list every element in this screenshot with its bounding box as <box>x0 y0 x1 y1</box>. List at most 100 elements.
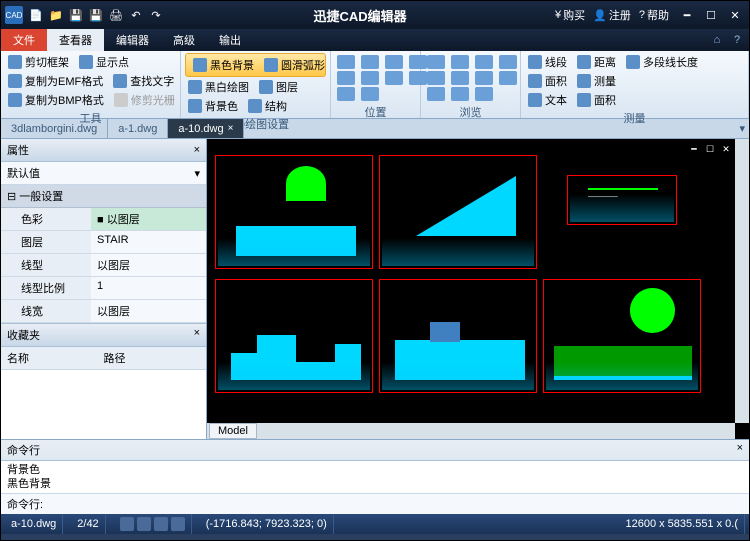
ribbon-group-pos-label: 位置 <box>335 103 416 120</box>
pos-icon-8[interactable] <box>385 71 403 85</box>
prop-row-color[interactable]: 色彩■ 以图层 <box>1 208 206 231</box>
props-close-icon[interactable]: × <box>194 144 200 156</box>
register-button[interactable]: 👤 注册 <box>593 7 631 23</box>
view-icon-7[interactable] <box>475 55 493 69</box>
view-icon-4[interactable] <box>451 55 469 69</box>
cad-smootharc[interactable]: 圆滑弧形 <box>261 56 328 74</box>
cmdline-title: 命令行 <box>7 442 40 458</box>
cad-layers[interactable]: 图层 <box>256 78 301 96</box>
pos-icon-2[interactable] <box>337 71 355 85</box>
pos-icon-5[interactable] <box>361 71 379 85</box>
qat-open-icon[interactable]: 📁 <box>47 6 65 24</box>
status-icon-2[interactable] <box>137 517 151 531</box>
props-section-general[interactable]: ⊟ 一般设置 <box>1 185 206 208</box>
cad-bgcolor[interactable]: 背景色 <box>185 97 241 115</box>
doc-tab-1[interactable]: a-1.dwg <box>108 119 168 138</box>
measure-area[interactable]: 面积 <box>525 72 570 90</box>
view-icon-3[interactable] <box>427 87 445 101</box>
view-icon-6[interactable] <box>451 87 469 101</box>
prop-row-linetype[interactable]: 线型以图层 <box>1 254 206 277</box>
measure-text[interactable]: 文本 <box>525 91 570 109</box>
doc-tab-0[interactable]: 3dlamborgini.dwg <box>1 119 108 138</box>
canvas-max-icon[interactable]: ☐ <box>703 143 717 155</box>
view-icon-2[interactable] <box>427 71 445 85</box>
status-icon-4[interactable] <box>171 517 185 531</box>
pos-icon-1[interactable] <box>337 55 355 69</box>
measure-polylen[interactable]: 多段线长度 <box>623 53 701 71</box>
menubar-help-icon[interactable]: ? <box>729 34 745 46</box>
pos-icon-7[interactable] <box>385 55 403 69</box>
doc-tab-2[interactable]: a-10.dwg× <box>168 119 244 138</box>
prop-row-linewidth[interactable]: 线宽以图层 <box>1 300 206 323</box>
view-icon-10[interactable] <box>499 55 517 69</box>
menu-advanced[interactable]: 高级 <box>161 29 207 51</box>
props-dropdown-icon[interactable]: ▾ <box>194 167 200 180</box>
cad-blackbg[interactable]: 黑色背景 <box>190 56 257 74</box>
view-icon-9[interactable] <box>475 87 493 101</box>
tool-showpoint[interactable]: 显示点 <box>76 53 132 71</box>
cad-bwdraw[interactable]: 黑白绘图 <box>185 78 252 96</box>
measure-measure[interactable]: 测量 <box>574 72 619 90</box>
qat-new-icon[interactable]: 📄 <box>27 6 45 24</box>
status-icon-3[interactable] <box>154 517 168 531</box>
prop-row-linescale[interactable]: 线型比例1 <box>1 277 206 300</box>
minimize-button[interactable]: ━ <box>677 6 697 24</box>
buy-button[interactable]: ¥ 购买 <box>555 7 585 23</box>
tool-copyemf[interactable]: 复制为EMF格式 <box>5 72 106 90</box>
pos-icon-3[interactable] <box>337 87 355 101</box>
view-icon-1[interactable] <box>427 55 445 69</box>
props-title: 属性 <box>7 142 29 158</box>
canvas-scrollbar-v[interactable] <box>735 139 749 423</box>
measure-line[interactable]: 线段 <box>525 53 570 71</box>
maximize-button[interactable]: ☐ <box>701 6 721 24</box>
menu-output[interactable]: 输出 <box>207 29 253 51</box>
status-coords: (-1716.843; 7923.323; 0) <box>200 514 334 534</box>
close-tab-icon[interactable]: × <box>228 123 234 134</box>
menu-file[interactable]: 文件 <box>1 29 47 51</box>
fav-col-name: 名称 <box>7 350 104 366</box>
tool-findtext[interactable]: 查找文字 <box>110 72 177 90</box>
canvas-min-icon[interactable]: ━ <box>687 143 701 155</box>
pos-icon-4[interactable] <box>361 55 379 69</box>
qat-undo-icon[interactable]: ↶ <box>127 6 145 24</box>
tool-copybmp[interactable]: 复制为BMP格式 <box>5 91 107 109</box>
qat-saveall-icon[interactable]: 💾 <box>87 6 105 24</box>
props-default-label: 默认值 <box>7 165 40 181</box>
cad-structure[interactable]: 结构 <box>245 97 290 115</box>
drawing-canvas[interactable]: ━ ☐ ✕ ────── Model <box>207 139 749 439</box>
measure-area2[interactable]: 面积 <box>574 91 619 109</box>
status-file: a-10.dwg <box>5 514 63 534</box>
view-icon-11[interactable] <box>499 71 517 85</box>
tool-cutframe[interactable]: 剪切框架 <box>5 53 72 71</box>
help-button[interactable]: ? 帮助 <box>639 7 669 23</box>
fav-title: 收藏夹 <box>7 327 40 343</box>
status-dims: 12600 x 5835.551 x 0.( <box>619 514 745 534</box>
fav-col-path: 路径 <box>104 350 201 366</box>
view-icon-8[interactable] <box>475 71 493 85</box>
pos-icon-6[interactable] <box>361 87 379 101</box>
ribbon-group-measure-label: 测量 <box>525 109 744 126</box>
ribbon-group-view-label: 浏览 <box>425 103 516 120</box>
qat-redo-icon[interactable]: ↷ <box>147 6 165 24</box>
view-icon-5[interactable] <box>451 71 469 85</box>
tabs-dropdown-icon[interactable]: ▾ <box>739 122 745 135</box>
measure-dist[interactable]: 距离 <box>574 53 619 71</box>
menubar-home-icon[interactable]: ⌂ <box>709 34 725 46</box>
cmdline-close-icon[interactable]: × <box>737 442 743 458</box>
cmdline-input[interactable] <box>47 498 743 510</box>
cmdline-prompt: 命令行: <box>7 496 43 512</box>
tool-trimraster[interactable]: 修剪光栅 <box>111 91 178 109</box>
cmdline-history: 背景色 黑色背景 <box>1 461 749 493</box>
menu-editor[interactable]: 编辑器 <box>104 29 161 51</box>
fav-close-icon[interactable]: × <box>194 327 200 343</box>
menu-viewer[interactable]: 查看器 <box>47 29 104 51</box>
model-tab[interactable]: Model <box>209 423 257 439</box>
qat-print-icon[interactable]: 🖨 <box>107 6 125 24</box>
canvas-scrollbar-h[interactable]: Model <box>207 423 735 439</box>
close-button[interactable]: ✕ <box>725 6 745 24</box>
prop-row-layer[interactable]: 图层STAIR <box>1 231 206 254</box>
status-page: 2/42 <box>71 514 105 534</box>
canvas-close-icon[interactable]: ✕ <box>719 143 733 155</box>
status-icon-1[interactable] <box>120 517 134 531</box>
qat-save-icon[interactable]: 💾 <box>67 6 85 24</box>
